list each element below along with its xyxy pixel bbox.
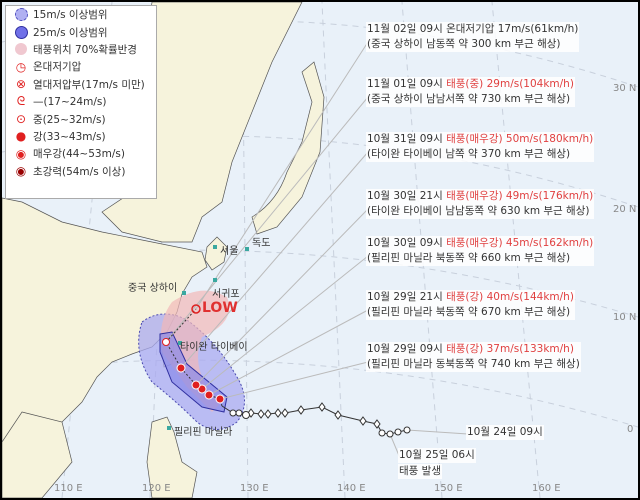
legend: 15m/s 이상범위 25m/s 이상범위 태풍위치 70%확률반경 ◷ 온대저기… <box>5 5 157 199</box>
forecast-location: (중국 상하이 남남서쪽 약 730 km 부근 해상) <box>367 93 571 105</box>
forecast-time: 11월 01일 09시 <box>367 78 443 90</box>
forecast-time: 10월 30일 09시 <box>367 237 443 249</box>
forecast-status: 태풍(매우강) 45m/s(162km/h) <box>446 237 594 249</box>
forecast-location: (필리핀 마닐라 북동쪽 약 660 km 부근 해상) <box>367 252 571 264</box>
forecast-location: (타이완 타이베이 남쪽 약 370 km 부근 해상) <box>367 148 571 160</box>
low-label: LOW <box>202 300 238 316</box>
lon-label: 120 E <box>142 483 171 494</box>
past-track-points <box>229 402 411 438</box>
extratropical-low-icon <box>191 304 201 314</box>
place-dokdo: 독도 <box>252 238 271 249</box>
legend-label: 열대저압부(17m/s 미만) <box>33 78 145 91</box>
blue-circle-icon <box>14 25 28 39</box>
legend-item: ⊙ 중(25~32m/s) <box>6 110 156 127</box>
place-seogwipo: 서귀포 <box>212 289 240 300</box>
forecast-label: 10월 30일 09시 태풍(매우강) 45m/s(162km/h) (필리핀 마… <box>366 236 595 266</box>
place-seoul: 서울 <box>220 246 239 257</box>
lat-label: 20 N <box>613 204 637 215</box>
forecast-label: 11월 01일 09시 태풍(중) 29m/s(104km/h) (중국 상하이 … <box>366 77 575 107</box>
city-markers <box>167 245 249 430</box>
forecast-location: (중국 상하이 남동쪽 약 300 km 부근 해상) <box>367 38 561 50</box>
legend-item: ◷ 온대저기압 <box>6 58 156 75</box>
lon-label: 130 E <box>240 483 269 494</box>
forecast-status: 태풍(매우강) 50m/s(180km/h) <box>446 133 594 145</box>
legend-label: 중(25~32m/s) <box>33 113 106 126</box>
forecast-location: (필리핀 마닐라 동북동쪽 약 740 km 부근 해상) <box>367 358 580 370</box>
typhoon-medium-icon: ⊙ <box>15 112 27 127</box>
forecast-status: 온대저기압 17m/s(61km/h) <box>446 23 579 35</box>
pink-circle-icon <box>14 42 28 56</box>
legend-label: 태풍위치 70%확률반경 <box>33 43 137 56</box>
forecast-label: 10월 29일 21시 태풍(강) 40m/s(144km/h) (필리핀 마닐라… <box>366 290 575 320</box>
lon-label: 110 E <box>54 483 83 494</box>
forecast-label: 10월 29일 09시 태풍(강) 37m/s(133km/h) (필리핀 마닐라… <box>366 342 581 372</box>
legend-item: ◉ 매우강(44~53m/s) <box>6 145 156 162</box>
typhoon-strong-icon: ● <box>15 129 27 144</box>
lat-label: 10 N <box>613 312 637 323</box>
forecast-label: 11월 02일 09시 온대저기압 17m/s(61km/h) (중국 상하이 남… <box>366 22 580 52</box>
legend-label: 15m/s 이상범위 <box>33 9 108 22</box>
legend-item: ⊗ 열대저압부(17m/s 미만) <box>6 76 156 93</box>
typhoon-super-strong-icon: ◉ <box>15 164 27 179</box>
typhoon-weak-icon: ᘓ <box>16 94 26 109</box>
genesis-label: 태풍 발생 <box>398 464 442 479</box>
legend-label: 온대저기압 <box>33 61 82 74</box>
legend-item: 15m/s 이상범위 <box>6 6 156 23</box>
forecast-time: 10월 29일 21시 <box>367 291 443 303</box>
lon-label: 160 E <box>532 483 561 494</box>
place-manila: 필리핀 마닐라 <box>174 427 233 438</box>
lat-label: 0 <box>627 424 634 435</box>
forecast-status: 태풍(강) 40m/s(144km/h) <box>446 291 574 303</box>
forecast-location: (타이완 타이베이 남남동쪽 약 630 km 부근 해상) <box>367 205 590 217</box>
forecast-status: 태풍(중) 29m/s(104km/h) <box>446 78 574 90</box>
lon-label: 150 E <box>434 483 463 494</box>
forecast-time: 10월 29일 09시 <box>367 343 443 355</box>
forecast-time: 11월 02일 09시 <box>367 23 443 35</box>
forecast-location: (필리핀 마닐라 북동쪽 약 670 km 부근 해상) <box>367 306 571 318</box>
label-connectors <box>165 41 469 459</box>
forecast-label: 10월 30일 21시 태풍(매우강) 49m/s(176km/h) (타이완 타… <box>366 189 595 219</box>
legend-label: 초강력(54m/s 이상) <box>33 165 126 178</box>
forecast-time: 10월 30일 21시 <box>367 190 443 202</box>
lat-label: 30 N <box>613 83 637 94</box>
lon-label: 140 E <box>337 483 366 494</box>
legend-label: —(17~24m/s) <box>33 95 107 108</box>
legend-label: 강(33~43m/s) <box>33 130 106 143</box>
forecast-time: 10월 31일 09시 <box>367 133 443 145</box>
legend-label: 매우강(44~53m/s) <box>33 148 125 161</box>
genesis-time-label: 10월 25일 06시 <box>398 448 476 463</box>
typhoon-very-strong-icon: ◉ <box>15 146 27 161</box>
forecast-status: 태풍(매우강) 49m/s(176km/h) <box>446 190 594 202</box>
legend-item: 태풍위치 70%확률반경 <box>6 41 156 58</box>
extratropical-low-icon: ◷ <box>15 59 27 74</box>
forecast-label: 10월 31일 09시 태풍(매우강) 50m/s(180km/h) (타이완 타… <box>366 132 595 162</box>
legend-item: ◉ 초강력(54m/s 이상) <box>6 163 156 180</box>
place-taipei: 타이완 타이베이 <box>180 342 248 353</box>
dotted-blue-circle-icon <box>14 8 28 22</box>
place-shanghai: 중국 상하이 <box>128 283 178 294</box>
legend-item: 25m/s 이상범위 <box>6 23 156 40</box>
legend-item: ● 강(33~43m/s) <box>6 128 156 145</box>
forecast-track-points <box>162 338 225 404</box>
tropical-depression-icon: ⊗ <box>15 77 27 92</box>
history-start-label: 10월 24일 09시 <box>466 425 544 440</box>
forecast-status: 태풍(강) 37m/s(133km/h) <box>446 343 574 355</box>
legend-label: 25m/s 이상범위 <box>33 26 108 39</box>
legend-item: ᘓ —(17~24m/s) <box>6 93 156 110</box>
